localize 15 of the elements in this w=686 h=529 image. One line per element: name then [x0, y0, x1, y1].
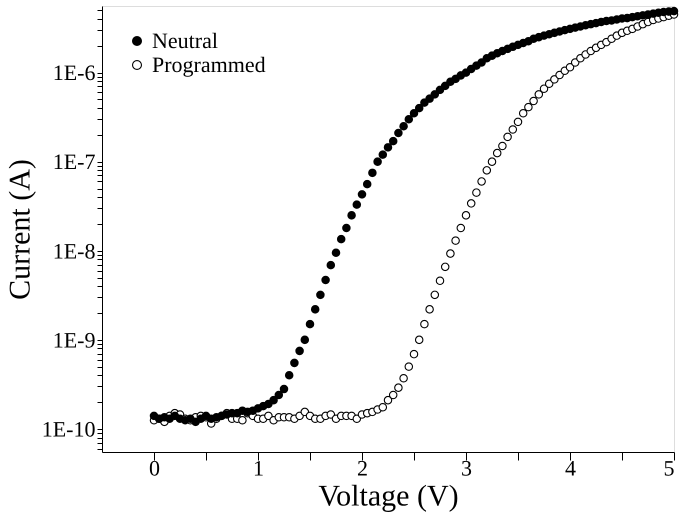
y-tick-label: 1E-7: [52, 149, 96, 174]
y-axis-title: Current (A): [4, 159, 37, 300]
x-tick-label: 0: [149, 456, 160, 480]
y-tick-label: 1E-6: [52, 60, 96, 86]
x-tick-label: 4: [565, 456, 576, 480]
x-tick-label: 2: [357, 456, 368, 480]
legend-label: Programmed: [152, 52, 266, 77]
legend-label: Neutral: [152, 28, 218, 53]
x-tick-label: 3: [461, 456, 472, 480]
x-axis-title: Voltage (V): [318, 480, 459, 512]
x-tick-label: 5: [664, 456, 674, 480]
y-tick-label: 1E-10: [42, 416, 96, 442]
y-tick-label: 1E-8: [52, 238, 96, 264]
x-tick-label: 1: [253, 456, 264, 480]
y-tick-label: 1E-9: [52, 327, 96, 352]
